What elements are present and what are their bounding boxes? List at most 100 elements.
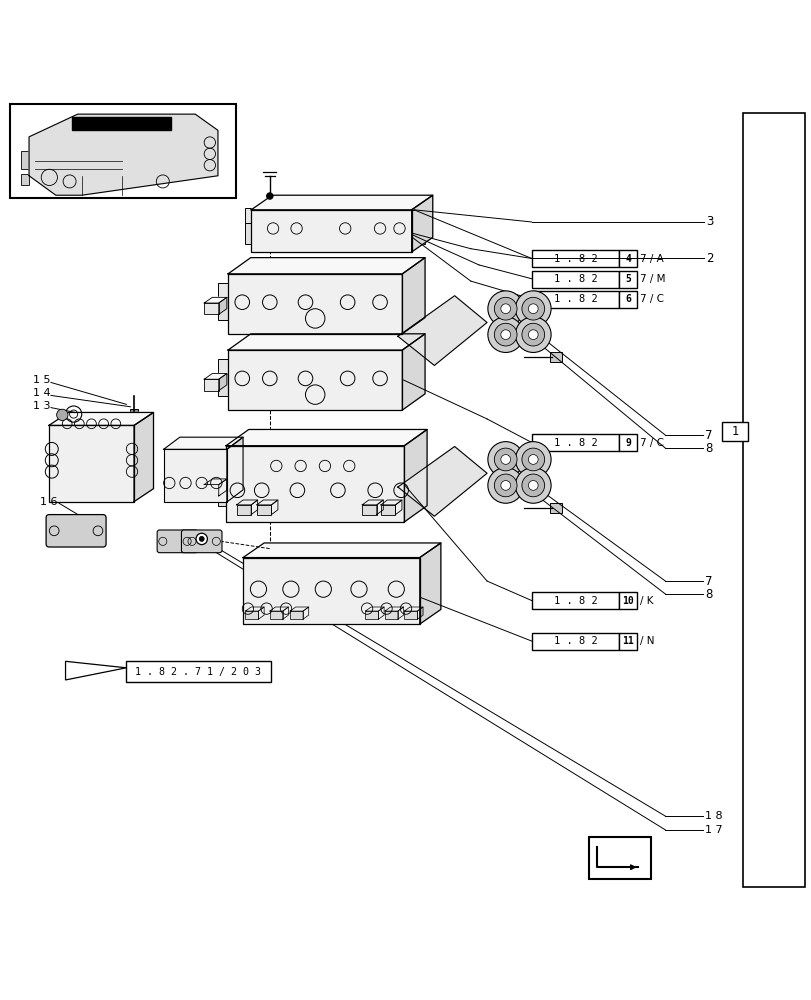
Text: 1 . 8 2: 1 . 8 2 <box>553 294 597 304</box>
Bar <box>619 592 637 609</box>
Polygon shape <box>376 500 383 515</box>
Bar <box>404 611 417 619</box>
Circle shape <box>528 304 538 314</box>
Bar <box>619 633 637 650</box>
Polygon shape <box>164 437 242 449</box>
Bar <box>380 505 395 515</box>
Bar <box>245 208 266 223</box>
Bar <box>236 505 251 515</box>
Polygon shape <box>228 258 424 274</box>
Circle shape <box>487 317 523 352</box>
Polygon shape <box>411 195 432 252</box>
Polygon shape <box>29 114 217 195</box>
Polygon shape <box>49 412 153 425</box>
Text: 4: 4 <box>624 254 630 264</box>
Text: 5: 5 <box>624 274 630 284</box>
Polygon shape <box>395 500 401 515</box>
Bar <box>721 422 747 441</box>
Polygon shape <box>218 374 226 391</box>
Bar <box>217 465 240 480</box>
Circle shape <box>521 297 544 320</box>
Bar <box>589 837 650 879</box>
Text: 8: 8 <box>704 442 711 455</box>
Bar <box>251 210 411 252</box>
Text: 1 . 8 2: 1 . 8 2 <box>553 596 597 606</box>
Circle shape <box>521 323 544 346</box>
Bar <box>242 558 419 624</box>
Polygon shape <box>378 607 384 619</box>
Polygon shape <box>402 258 424 334</box>
Bar <box>11 104 235 198</box>
Bar <box>131 409 139 412</box>
Text: 9: 9 <box>624 438 630 448</box>
Circle shape <box>57 409 68 421</box>
Circle shape <box>500 481 510 490</box>
Polygon shape <box>417 607 423 619</box>
Polygon shape <box>256 500 277 505</box>
Circle shape <box>494 323 517 346</box>
Bar <box>204 379 218 391</box>
Polygon shape <box>245 607 264 611</box>
Bar <box>245 223 266 244</box>
Polygon shape <box>236 500 257 505</box>
Text: 1 4: 1 4 <box>33 388 50 398</box>
Bar <box>531 271 619 288</box>
Polygon shape <box>402 334 424 410</box>
Polygon shape <box>204 297 226 303</box>
Circle shape <box>494 474 517 497</box>
Bar <box>127 661 270 682</box>
Circle shape <box>487 468 523 503</box>
Bar <box>21 151 29 169</box>
Text: 10: 10 <box>621 596 633 606</box>
Text: 1: 1 <box>731 425 738 438</box>
Bar <box>531 250 619 267</box>
Text: / N: / N <box>640 636 654 646</box>
Circle shape <box>521 474 544 497</box>
Polygon shape <box>228 334 424 350</box>
Polygon shape <box>397 296 487 365</box>
Text: 1 . 8 2 . 7 1 / 2 0 3: 1 . 8 2 . 7 1 / 2 0 3 <box>135 667 261 677</box>
Bar <box>531 291 619 308</box>
Bar <box>619 291 637 308</box>
Text: 7: 7 <box>704 575 712 588</box>
Bar <box>228 350 402 410</box>
Circle shape <box>487 291 523 327</box>
Bar <box>164 449 226 502</box>
FancyBboxPatch shape <box>157 530 197 553</box>
Circle shape <box>515 317 551 352</box>
Bar <box>531 434 619 451</box>
Text: / K: / K <box>640 596 653 606</box>
Polygon shape <box>384 607 403 611</box>
Text: 1 . 8 2: 1 . 8 2 <box>553 636 597 646</box>
Bar <box>403 208 424 223</box>
Circle shape <box>500 304 510 314</box>
Bar <box>550 503 561 513</box>
Text: 7 / A: 7 / A <box>640 254 663 264</box>
Bar <box>204 303 218 314</box>
Polygon shape <box>226 437 242 502</box>
Circle shape <box>494 297 517 320</box>
Circle shape <box>500 330 510 339</box>
Bar <box>217 283 240 297</box>
Bar <box>225 446 404 522</box>
Polygon shape <box>269 607 288 611</box>
Polygon shape <box>271 500 277 515</box>
Polygon shape <box>397 446 487 516</box>
Text: 11: 11 <box>621 636 633 646</box>
Polygon shape <box>290 607 308 611</box>
Text: 1 5: 1 5 <box>33 375 50 385</box>
Text: 8: 8 <box>704 588 711 601</box>
Bar <box>49 425 134 502</box>
Circle shape <box>195 533 207 545</box>
Bar <box>619 271 637 288</box>
Bar <box>384 611 397 619</box>
Circle shape <box>521 448 544 471</box>
Text: 6: 6 <box>624 294 630 304</box>
Text: 1 . 8 2: 1 . 8 2 <box>553 438 597 448</box>
Polygon shape <box>303 607 308 619</box>
Polygon shape <box>404 429 427 522</box>
Bar <box>217 359 240 374</box>
FancyBboxPatch shape <box>181 530 221 553</box>
Bar <box>365 611 378 619</box>
Polygon shape <box>242 543 440 558</box>
